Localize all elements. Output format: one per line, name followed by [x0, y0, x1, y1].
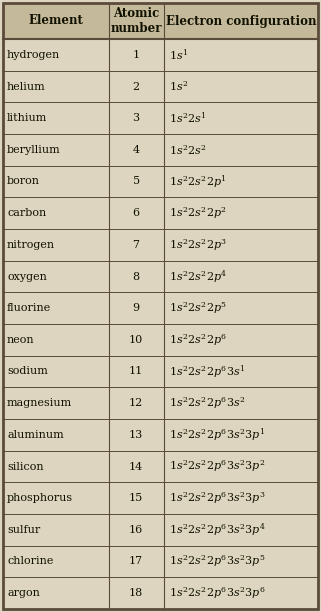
Text: sodium: sodium: [7, 367, 48, 376]
Text: nitrogen: nitrogen: [7, 240, 55, 250]
Text: silicon: silicon: [7, 461, 44, 471]
Text: 6: 6: [133, 208, 140, 218]
Text: lithium: lithium: [7, 113, 48, 123]
Text: $1s^22s^22p^5$: $1s^22s^22p^5$: [169, 300, 227, 316]
Text: beryllium: beryllium: [7, 145, 61, 155]
Text: $1s^22s^22p^3$: $1s^22s^22p^3$: [169, 237, 227, 253]
Text: $1s^22s^22p^6$: $1s^22s^22p^6$: [169, 332, 227, 348]
Text: phosphorus: phosphorus: [7, 493, 73, 503]
Text: 10: 10: [129, 335, 143, 345]
Text: $1s^22s^2$: $1s^22s^2$: [169, 143, 207, 157]
Text: 16: 16: [129, 525, 143, 535]
Text: $1s^22s^22p^63s^2$: $1s^22s^22p^63s^2$: [169, 395, 245, 411]
Text: chlorine: chlorine: [7, 556, 53, 567]
Text: $1s^22s^22p^63s^23p^4$: $1s^22s^22p^63s^23p^4$: [169, 521, 265, 538]
Text: $1s^22s^22p^4$: $1s^22s^22p^4$: [169, 268, 227, 285]
Text: $1s^22s^22p^2$: $1s^22s^22p^2$: [169, 205, 227, 221]
Text: $1s^22s^22p^63s^23p^3$: $1s^22s^22p^63s^23p^3$: [169, 490, 265, 506]
Text: carbon: carbon: [7, 208, 46, 218]
Text: argon: argon: [7, 588, 40, 598]
Text: 7: 7: [133, 240, 140, 250]
Text: 17: 17: [129, 556, 143, 567]
Text: 3: 3: [133, 113, 140, 123]
Text: aluminum: aluminum: [7, 430, 64, 440]
Text: $1s^22s^22p^63s^23p^5$: $1s^22s^22p^63s^23p^5$: [169, 554, 265, 569]
Text: 1: 1: [133, 50, 140, 60]
Text: helium: helium: [7, 81, 46, 92]
Text: $1s^22s^22p^63s^23p^1$: $1s^22s^22p^63s^23p^1$: [169, 427, 265, 443]
Text: sulfur: sulfur: [7, 525, 40, 535]
Text: 8: 8: [133, 272, 140, 282]
Text: $1s^22s^22p^63s^1$: $1s^22s^22p^63s^1$: [169, 363, 245, 380]
Text: neon: neon: [7, 335, 35, 345]
Text: 9: 9: [133, 303, 140, 313]
Text: 2: 2: [133, 81, 140, 92]
Text: 5: 5: [133, 176, 140, 187]
Text: $1s^22s^1$: $1s^22s^1$: [169, 111, 206, 125]
Text: 14: 14: [129, 461, 143, 471]
Bar: [3, 3, 318, 39]
Text: 11: 11: [129, 367, 143, 376]
Text: Atomic
number: Atomic number: [110, 7, 162, 35]
Text: oxygen: oxygen: [7, 272, 47, 282]
Text: 18: 18: [129, 588, 143, 598]
Text: 4: 4: [133, 145, 140, 155]
Text: $1s^22s^22p^1$: $1s^22s^22p^1$: [169, 173, 226, 190]
Text: hydrogen: hydrogen: [7, 50, 60, 60]
Text: $1s^2$: $1s^2$: [169, 80, 188, 94]
Text: 13: 13: [129, 430, 143, 440]
Text: $1s^22s^22p^63s^23p^2$: $1s^22s^22p^63s^23p^2$: [169, 458, 265, 474]
Text: Electron configuration: Electron configuration: [166, 15, 316, 28]
Text: $1s^1$: $1s^1$: [169, 48, 188, 62]
Text: 15: 15: [129, 493, 143, 503]
Text: magnesium: magnesium: [7, 398, 72, 408]
Text: Element: Element: [28, 15, 83, 28]
Text: boron: boron: [7, 176, 40, 187]
Text: $1s^22s^22p^63s^23p^6$: $1s^22s^22p^63s^23p^6$: [169, 585, 265, 601]
Text: fluorine: fluorine: [7, 303, 51, 313]
Text: 12: 12: [129, 398, 143, 408]
